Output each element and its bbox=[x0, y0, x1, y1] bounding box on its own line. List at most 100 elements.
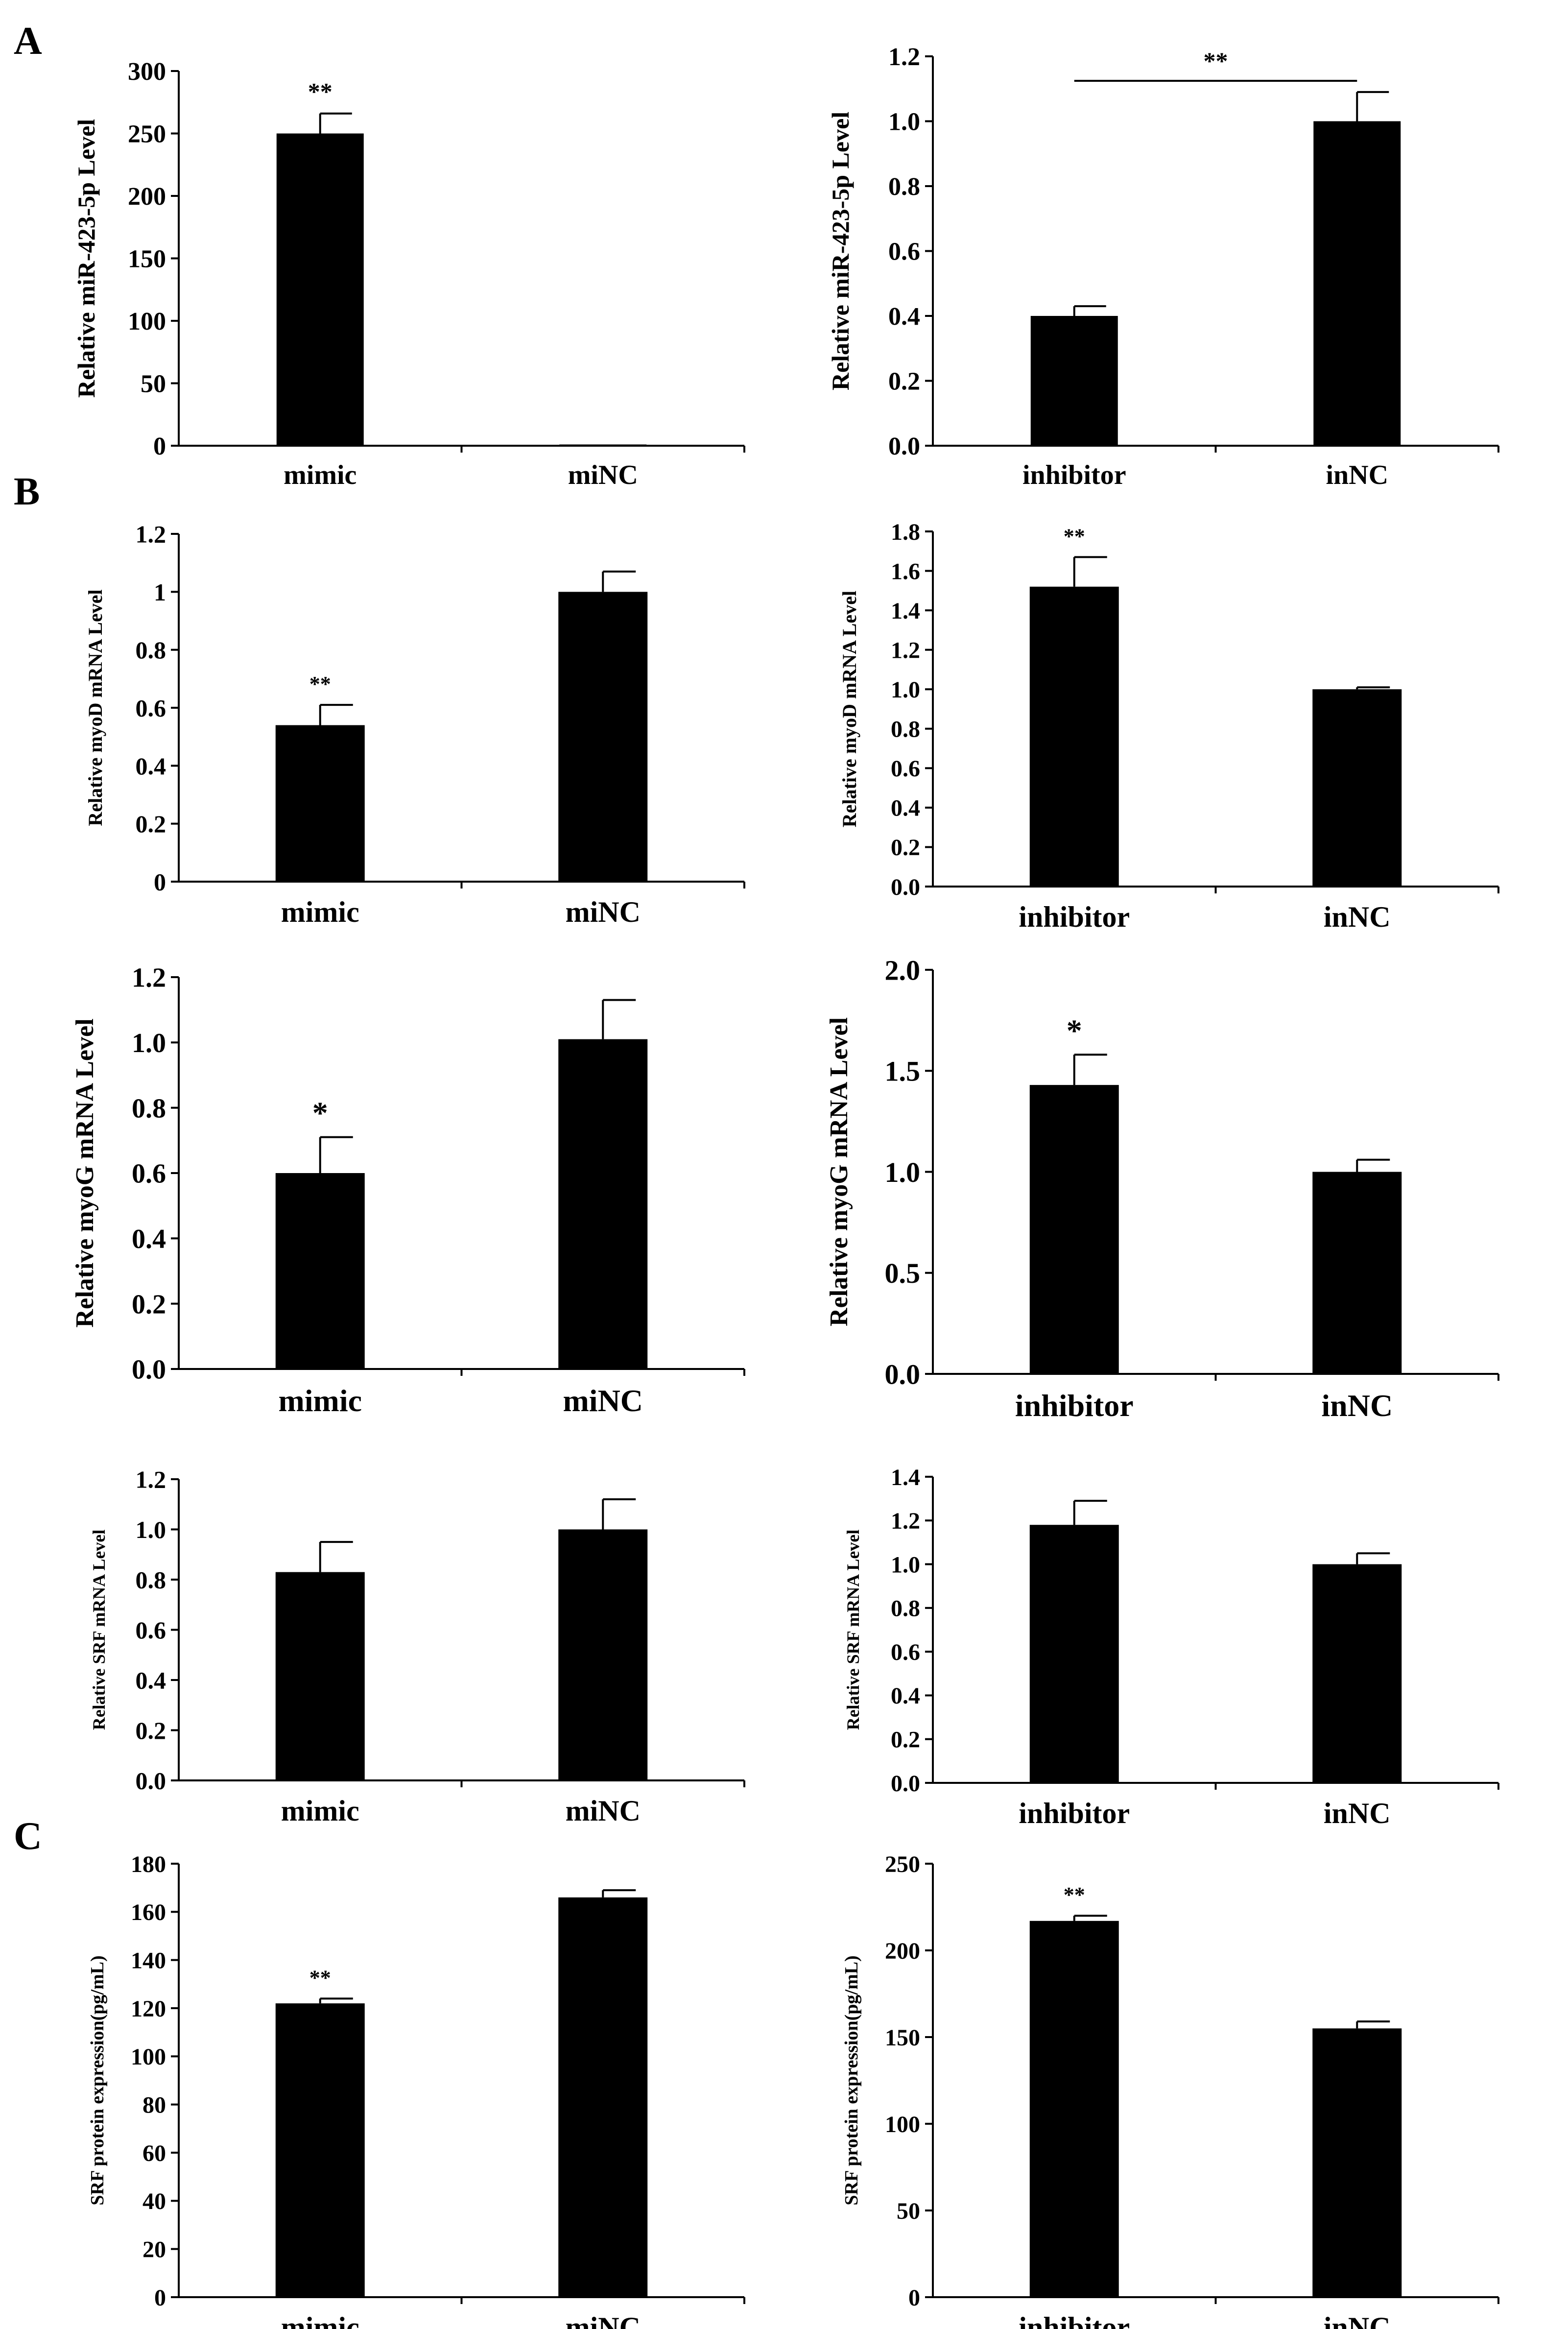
y-tick-label: 0.4 bbox=[136, 752, 166, 780]
y-tick-label: 0.2 bbox=[136, 810, 166, 838]
y-tick-label: 250 bbox=[128, 120, 166, 148]
y-tick-label: 1.5 bbox=[885, 1056, 921, 1087]
y-tick-label: 1.4 bbox=[891, 1465, 920, 1490]
y-tick-label: 0.8 bbox=[888, 173, 920, 201]
bar-inhibitor bbox=[1029, 1085, 1119, 1374]
bar-mimic bbox=[275, 1173, 365, 1369]
y-tick-label: 1.0 bbox=[891, 1552, 920, 1578]
y-tick-label: 1 bbox=[154, 578, 166, 606]
bar-miNC bbox=[558, 1039, 648, 1369]
y-tick-label: 150 bbox=[885, 2025, 920, 2051]
y-axis-title: SRF protein expression(pg/mL) bbox=[87, 1955, 108, 2205]
y-tick-label: 0.6 bbox=[891, 756, 920, 782]
chart-3: 0 0.2 0.4 0.6 0.8 1 1.2 Relative myoD mRNA Leve… bbox=[84, 521, 745, 928]
category-label: inhibitor bbox=[1019, 1797, 1130, 1829]
y-tick-label: 0.2 bbox=[891, 1727, 920, 1753]
y-tick-label: 250 bbox=[885, 1851, 920, 1877]
y-tick-label: 0.2 bbox=[132, 1289, 166, 1320]
category-label: mimic bbox=[281, 896, 359, 928]
y-tick-label: 0.6 bbox=[136, 1616, 166, 1644]
category-label: miNC bbox=[566, 1795, 641, 1827]
y-tick-label: 1.0 bbox=[136, 1516, 166, 1543]
y-tick-label: 0.0 bbox=[132, 1355, 166, 1385]
panel-label-c: C bbox=[14, 1815, 42, 1858]
y-tick-label: 0.6 bbox=[888, 238, 920, 266]
y-tick-label: 1.8 bbox=[891, 519, 920, 545]
bar-inNC bbox=[1312, 2028, 1402, 2297]
category-label: inhibitor bbox=[1019, 901, 1130, 933]
y-tick-label: 1.0 bbox=[885, 1156, 921, 1188]
y-tick-label: 0.8 bbox=[891, 1596, 920, 1622]
chart-7: 0.0 0.2 0.4 0.6 0.8 1.0 1.2 Relative SRF mRNA L… bbox=[89, 1466, 745, 1827]
bar-inhibitor bbox=[1029, 586, 1119, 887]
y-axis-title: Relative miR-423-5p Level bbox=[72, 119, 100, 398]
y-tick-label: 0.4 bbox=[891, 795, 920, 821]
y-tick-label: 120 bbox=[131, 1996, 166, 2022]
category-label: inhibitor bbox=[1015, 1388, 1134, 1423]
category-label: inNC bbox=[1324, 2311, 1391, 2329]
y-tick-label: 1.2 bbox=[132, 963, 166, 993]
y-tick-label: 0.2 bbox=[136, 1717, 166, 1744]
y-tick-label: 1.2 bbox=[891, 637, 920, 663]
significance-mark: ** bbox=[1064, 524, 1085, 548]
category-label: mimic bbox=[284, 460, 356, 490]
category-label: inhibitor bbox=[1022, 460, 1126, 490]
y-tick-label: 0.6 bbox=[891, 1639, 920, 1665]
significance-mark: ** bbox=[309, 1966, 331, 1990]
category-label: miNC bbox=[566, 896, 641, 928]
chart-10: 0 50 100 150 200 250 SRF protein expression(pg… bbox=[841, 1851, 1499, 2329]
y-tick-label: 1.2 bbox=[888, 43, 920, 71]
y-tick-label: 1.0 bbox=[888, 108, 920, 136]
chart-2: 0.0 0.2 0.4 0.6 0.8 1.0 1.2 Relative miR-423-5p… bbox=[827, 43, 1499, 490]
bar-mimic bbox=[275, 2003, 365, 2297]
bar-inNC bbox=[1312, 689, 1402, 887]
bar-miNC bbox=[558, 1529, 648, 1780]
y-tick-label: 0.4 bbox=[888, 303, 920, 331]
y-tick-label: 0.6 bbox=[136, 695, 166, 722]
y-tick-label: 300 bbox=[128, 58, 166, 86]
category-label: miNC bbox=[566, 2311, 641, 2329]
chart-5: 0.0 0.2 0.4 0.6 0.8 1.0 1.2 Relative myoG mRNA … bbox=[71, 963, 745, 1418]
y-tick-label: 140 bbox=[131, 1947, 166, 1973]
y-tick-label: 0 bbox=[153, 432, 166, 460]
y-tick-label: 20 bbox=[143, 2236, 166, 2262]
category-label: inNC bbox=[1324, 1797, 1391, 1829]
y-tick-label: 150 bbox=[128, 245, 166, 273]
y-tick-label: 50 bbox=[141, 370, 166, 398]
bar-inhibitor bbox=[1029, 1525, 1119, 1783]
y-axis-title: Relative SRF mRNA Level bbox=[843, 1530, 863, 1730]
bar-mimic bbox=[275, 725, 365, 882]
y-axis-title: Relative miR-423-5p Level bbox=[827, 112, 854, 390]
bar-inNC bbox=[1312, 1172, 1402, 1374]
y-tick-label: 40 bbox=[143, 2188, 166, 2214]
bar-mimic bbox=[275, 1572, 365, 1780]
y-tick-label: 0.0 bbox=[885, 1358, 921, 1390]
significance-mark: * bbox=[312, 1096, 328, 1130]
y-tick-label: 160 bbox=[131, 1899, 166, 1925]
y-tick-label: 0.0 bbox=[136, 1767, 166, 1795]
y-tick-label: 1.4 bbox=[891, 598, 920, 624]
y-tick-label: 0.8 bbox=[132, 1093, 166, 1124]
y-tick-label: 1.2 bbox=[891, 1508, 920, 1534]
y-tick-label: 0.8 bbox=[891, 717, 920, 743]
y-tick-label: 50 bbox=[897, 2198, 920, 2224]
bar-inhibitor bbox=[1030, 316, 1118, 446]
chart-1: 0 50 100 150 200 250 300 Relative miR-423-5p Le… bbox=[72, 58, 745, 490]
y-tick-label: 0.4 bbox=[891, 1683, 920, 1709]
significance-mark: ** bbox=[308, 78, 333, 105]
y-tick-label: 1.6 bbox=[891, 558, 920, 584]
significance-mark: * bbox=[1067, 1013, 1082, 1048]
y-tick-label: 1.2 bbox=[136, 1466, 166, 1493]
y-tick-label: 0.5 bbox=[885, 1257, 921, 1289]
category-label: inNC bbox=[1321, 1388, 1393, 1423]
chart-4: 0.0 0.2 0.4 0.6 0.8 1.0 1.2 1.4 1.6 1.8 Relative m… bbox=[838, 519, 1499, 933]
y-tick-label: 1.0 bbox=[132, 1028, 166, 1058]
y-tick-label: 0.6 bbox=[132, 1159, 166, 1189]
panel-label-b: B bbox=[14, 470, 40, 513]
y-tick-label: 0 bbox=[154, 2285, 166, 2311]
category-label: mimic bbox=[281, 1795, 359, 1827]
y-tick-label: 100 bbox=[131, 2044, 166, 2070]
y-tick-label: 2.0 bbox=[885, 954, 921, 986]
y-axis-title: Relative SRF mRNA Level bbox=[89, 1530, 109, 1730]
